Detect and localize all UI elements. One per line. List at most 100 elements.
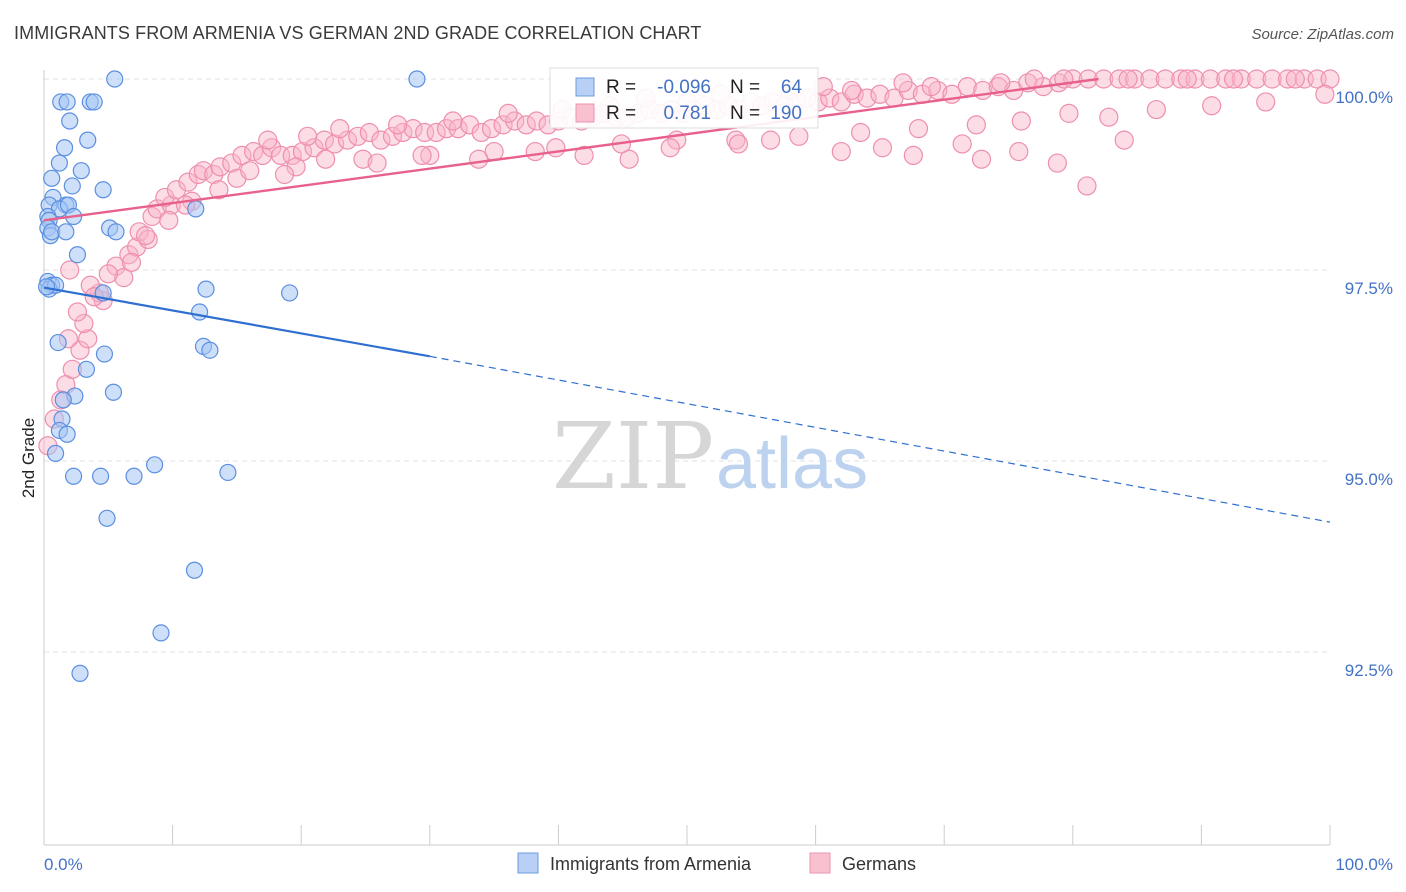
germans-point: [1114, 130, 1134, 150]
germans-point: [481, 119, 502, 139]
germans-point: [274, 164, 295, 185]
germans-point: [348, 126, 368, 146]
x-tick-label-max: 100.0%: [1335, 855, 1393, 874]
germans-point: [388, 115, 408, 135]
germans-point: [210, 157, 230, 177]
legend-swatch-armenia: [517, 852, 539, 874]
armenia-point: [107, 223, 125, 241]
armenia-point: [145, 456, 164, 474]
germans-point: [298, 126, 318, 146]
germans-point: [857, 88, 877, 108]
armenia-point: [68, 246, 87, 264]
armenia-point: [125, 467, 143, 485]
armenia-point: [187, 200, 205, 218]
armenia-n-label: N =: [730, 77, 760, 98]
germans-point: [1118, 69, 1138, 89]
armenia-point: [71, 664, 89, 682]
germans-point: [660, 138, 680, 158]
germans-point: [851, 122, 871, 143]
germans-point: [971, 149, 992, 169]
armenia-point: [57, 223, 75, 241]
germans-point: [820, 88, 840, 108]
armenia-point: [50, 154, 69, 172]
germans-point: [271, 145, 291, 165]
germans-point: [903, 145, 923, 165]
germans-point: [526, 111, 547, 131]
germans-point: [436, 119, 457, 139]
germans-point: [1320, 69, 1340, 89]
legend-label-germans: Germans: [842, 854, 916, 874]
germans-point: [337, 130, 358, 150]
germans-point: [403, 119, 423, 139]
germans-point: [546, 138, 566, 158]
armenia-point: [58, 425, 76, 443]
germans-point: [789, 126, 809, 146]
armenia-n-value: 64: [781, 77, 803, 98]
germans-point: [159, 210, 179, 230]
armenia-point: [85, 93, 103, 111]
germans-point: [304, 138, 324, 158]
armenia-point: [61, 112, 79, 130]
chart-title: IMMIGRANTS FROM ARMENIA VS GERMAN 2ND GR…: [14, 23, 702, 43]
germans-point: [619, 149, 639, 169]
armenia-point: [63, 177, 81, 195]
armenia-point: [152, 624, 170, 642]
armenia-point: [185, 561, 204, 579]
germans-point: [872, 138, 893, 158]
armenia-swatch: [575, 77, 595, 97]
germans-point: [106, 256, 126, 276]
bottom-legend: Immigrants from Armenia Germans: [517, 852, 916, 874]
germans-n-label: N =: [730, 103, 760, 124]
germans-point: [1099, 107, 1119, 127]
germans-point: [469, 149, 489, 169]
germans-point: [1202, 96, 1222, 116]
armenia-point: [58, 93, 76, 111]
germans-point: [1140, 69, 1160, 89]
germans-point: [1124, 69, 1145, 89]
germans-point: [1077, 176, 1097, 196]
armenia-point: [91, 467, 110, 485]
germans-point: [78, 329, 98, 349]
germans-point: [908, 119, 929, 139]
armenia-point: [94, 181, 112, 199]
germans-point: [1171, 69, 1191, 89]
armenia-point: [49, 333, 67, 352]
germans-point: [574, 145, 594, 165]
germans-point: [991, 73, 1011, 93]
armenia-point: [201, 341, 219, 359]
y-tick-label: 97.5%: [1345, 279, 1393, 298]
x-tick-marks: [43, 825, 1331, 845]
watermark-zip: ZIP: [552, 403, 714, 510]
germans-point: [222, 153, 242, 173]
germans-point: [114, 268, 134, 288]
germans-point: [1155, 69, 1175, 89]
germans-point: [121, 252, 142, 272]
armenia-point: [98, 509, 116, 527]
germans-point: [282, 145, 302, 165]
germans-point: [1146, 99, 1166, 120]
germans-point: [831, 141, 851, 162]
germans-point: [325, 134, 345, 154]
germans-point: [119, 245, 139, 265]
armenia-point: [104, 383, 123, 401]
armenia-point: [79, 131, 97, 149]
armenia-trend-extension: [429, 355, 1331, 523]
germans-point: [188, 164, 208, 185]
germans-r-label: R =: [606, 103, 636, 124]
stats-legend: R = -0.096 N = 64 R = 0.781 N = 190: [549, 67, 819, 129]
germans-point: [1285, 69, 1305, 89]
germans-point: [1262, 69, 1282, 89]
germans-point: [359, 122, 379, 143]
legend-swatch-germans: [809, 852, 831, 874]
germans-point: [505, 111, 525, 131]
watermark: ZIP atlas: [552, 403, 868, 510]
germans-point: [178, 172, 198, 192]
germans-point: [1256, 92, 1276, 112]
stats-legend-box: [549, 67, 819, 129]
x-tick-label-min: 0.0%: [44, 855, 83, 874]
germans-point: [70, 340, 90, 360]
germans-point: [443, 111, 463, 131]
germans-point: [760, 130, 781, 150]
germans-point: [412, 145, 432, 165]
germans-point: [493, 115, 513, 135]
